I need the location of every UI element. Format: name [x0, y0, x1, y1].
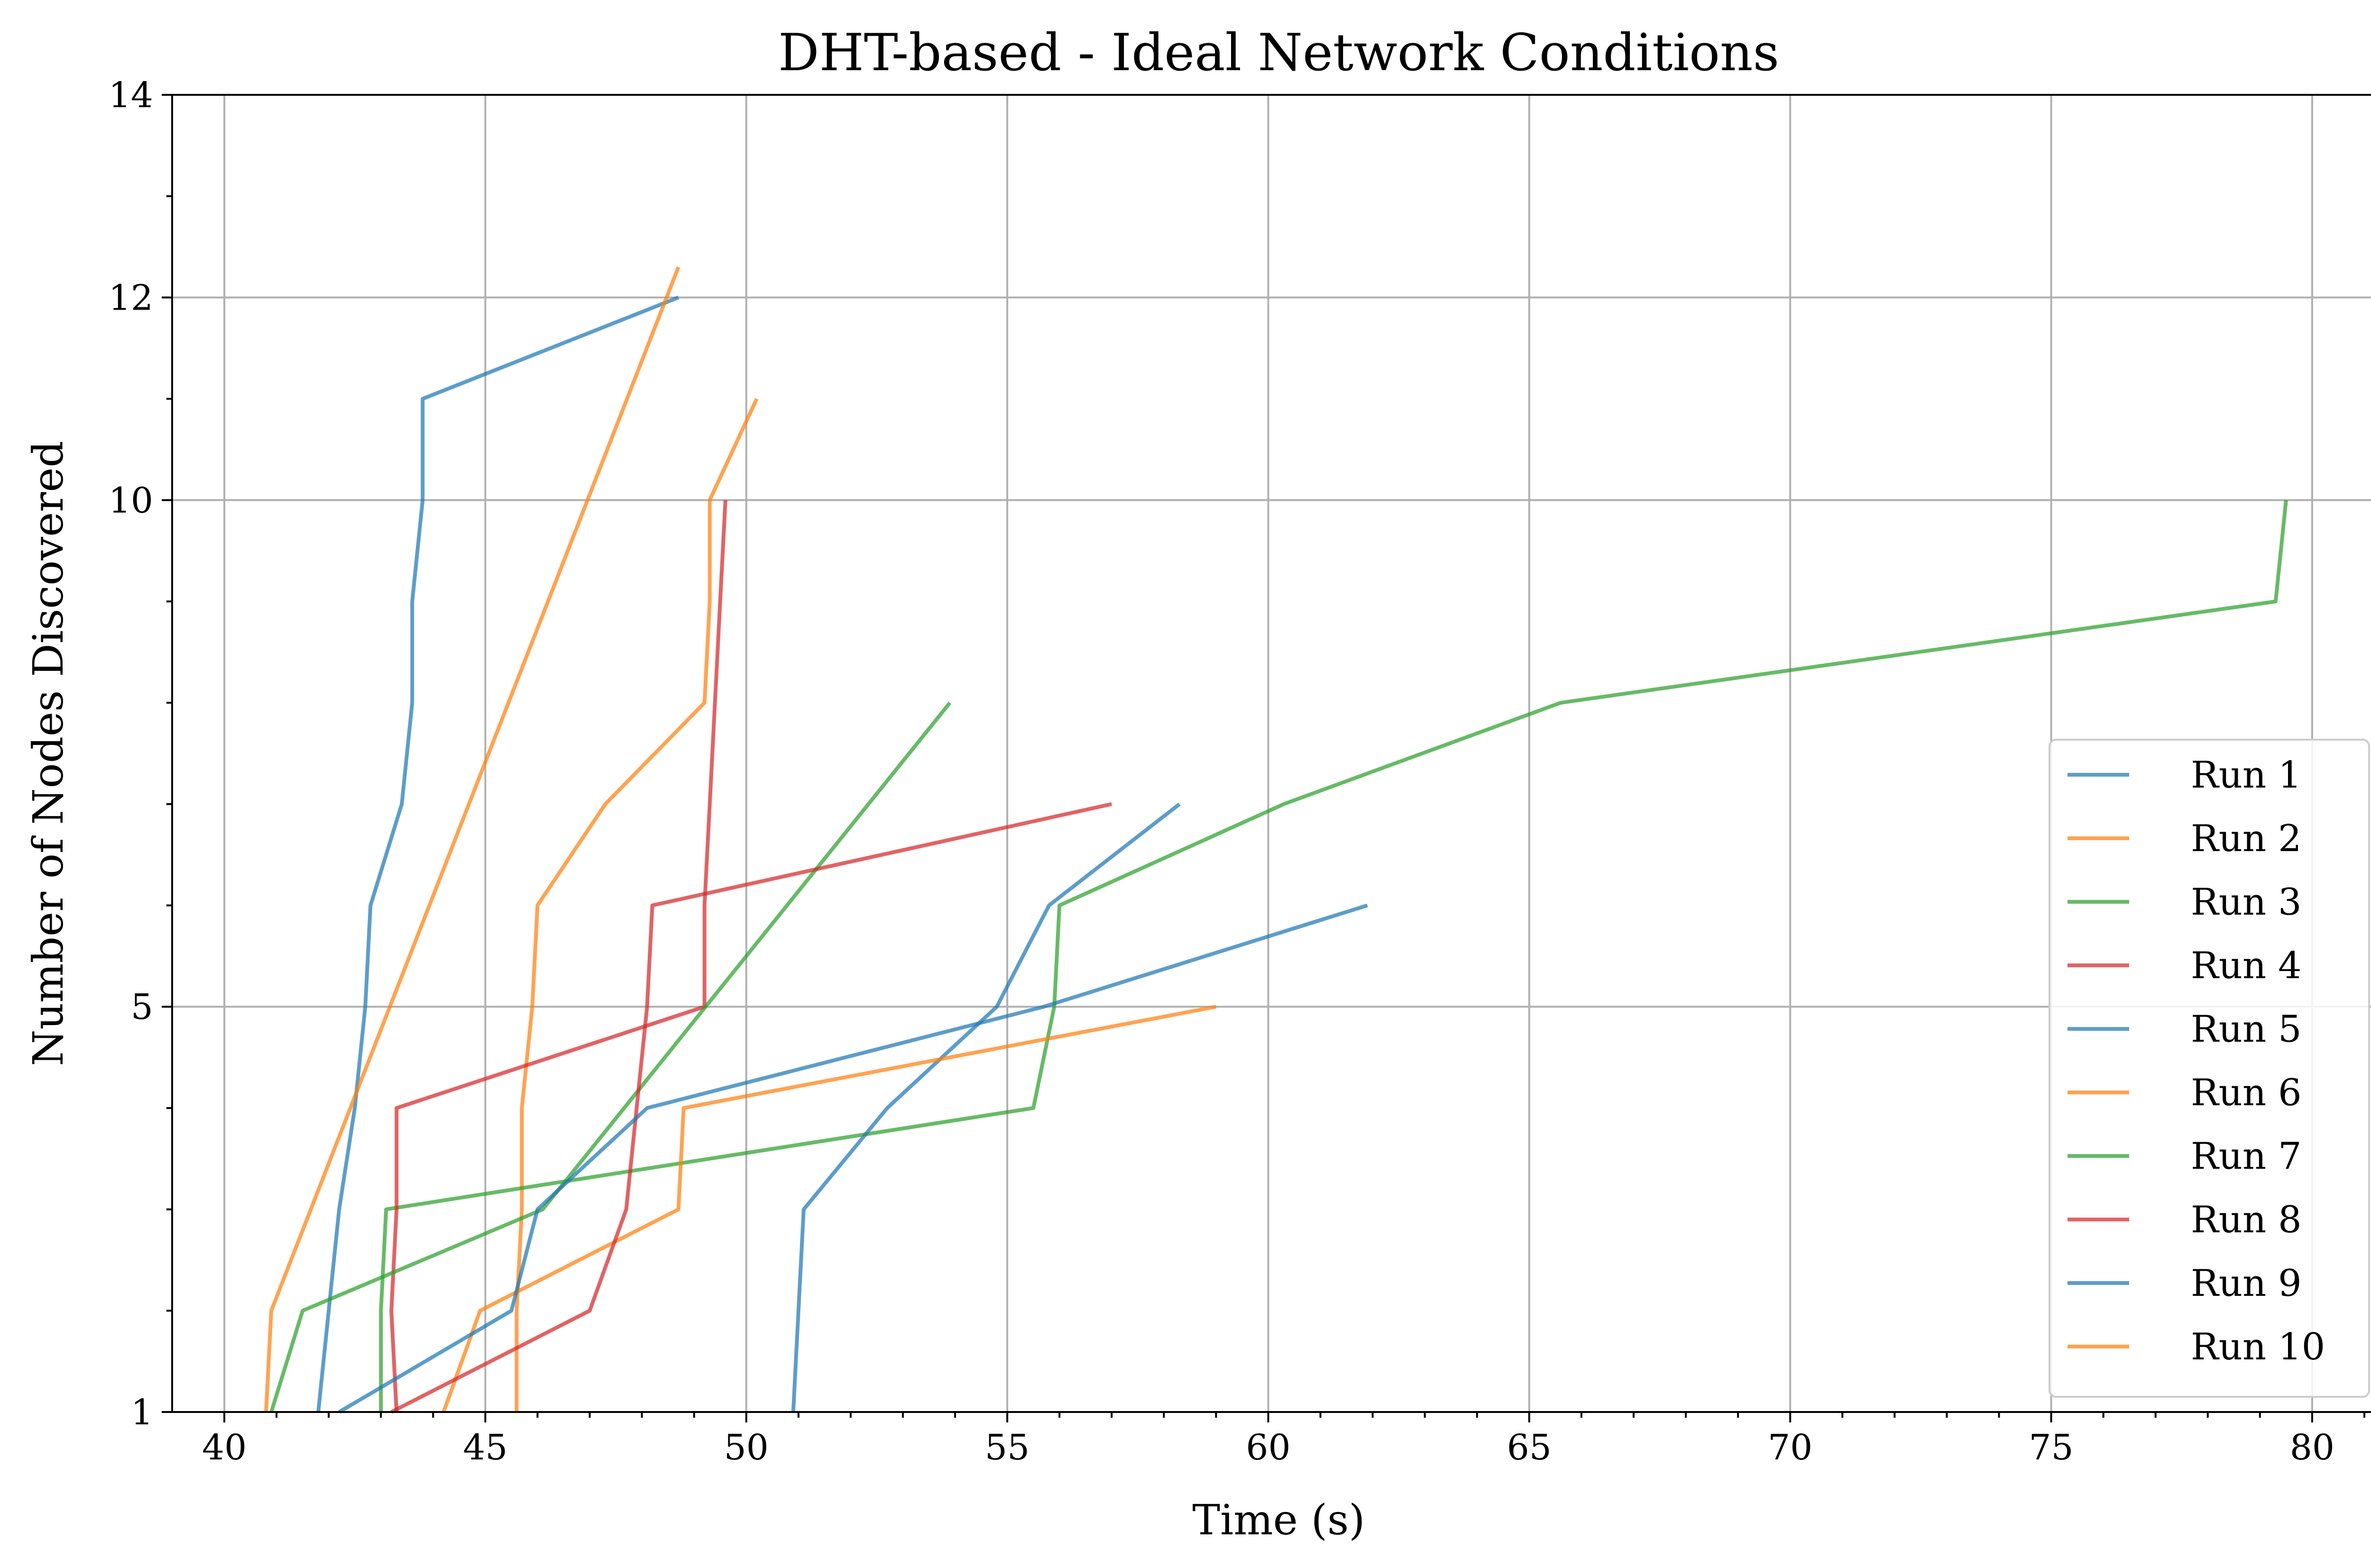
y-axis-label: Number of Nodes Discovered — [24, 440, 73, 1066]
y-tick-label: 1 — [131, 1392, 153, 1433]
series-line-run-3 — [379, 500, 2288, 1412]
x-tick-label: 55 — [985, 1427, 1029, 1468]
legend-label-run-4: Run 4 — [2191, 944, 2302, 987]
series-line-run-7 — [269, 701, 952, 1413]
legend-label-run-8: Run 8 — [2191, 1199, 2302, 1241]
y-tick-label: 5 — [131, 987, 153, 1027]
x-tick-label: 70 — [1768, 1427, 1812, 1468]
series-line-run-6 — [441, 1005, 1217, 1413]
legend-label-run-3: Run 3 — [2191, 881, 2302, 924]
legend-label-run-9: Run 9 — [2191, 1262, 2302, 1305]
y-tick-label: 14 — [109, 75, 153, 116]
x-tick-label: 60 — [1246, 1427, 1290, 1468]
chart-title: DHT-based - Ideal Network Conditions — [778, 23, 1779, 83]
legend-box — [2049, 739, 2370, 1398]
series-line-run-1 — [316, 295, 680, 1412]
x-tick-label: 65 — [1507, 1427, 1552, 1468]
y-tick-label: 12 — [109, 277, 153, 318]
axis-ticks: 40 45 50 55 60 65 70 75 80 1 5 10 12 14 — [109, 75, 2365, 1468]
legend-label-run-5: Run 5 — [2191, 1008, 2302, 1051]
legend-label-run-7: Run 7 — [2191, 1135, 2302, 1178]
legend-label-run-6: Run 6 — [2191, 1072, 2302, 1114]
x-tick-label: 45 — [463, 1427, 507, 1468]
series-line-run-8 — [390, 802, 1112, 1414]
x-tick-label: 80 — [2290, 1427, 2334, 1468]
legend-label-run-10: Run 10 — [2191, 1326, 2325, 1368]
x-tick-label: 40 — [202, 1427, 247, 1468]
series-line-run-4 — [389, 500, 727, 1412]
series-line-run-9 — [338, 903, 1368, 1414]
series-line-run-2 — [515, 398, 759, 1412]
legend-label-run-2: Run 2 — [2191, 817, 2302, 860]
series-line-run-5 — [791, 802, 1181, 1412]
plot-frame — [171, 94, 2371, 1413]
x-tick-label: 75 — [2029, 1427, 2073, 1468]
legend: Run 1 Run 2 Run 3 Run 4 Run 5 Run 6 Run 7 Run 8… — [2049, 739, 2370, 1398]
grid — [172, 94, 2371, 1413]
x-axis-label: Time (s) — [1192, 1495, 1365, 1544]
legend-label-run-1: Run 1 — [2191, 754, 2302, 797]
y-tick-label: 10 — [109, 480, 153, 521]
series-layer — [264, 266, 2288, 1414]
series-line-run-10 — [264, 266, 680, 1412]
x-tick-label: 50 — [724, 1427, 769, 1468]
